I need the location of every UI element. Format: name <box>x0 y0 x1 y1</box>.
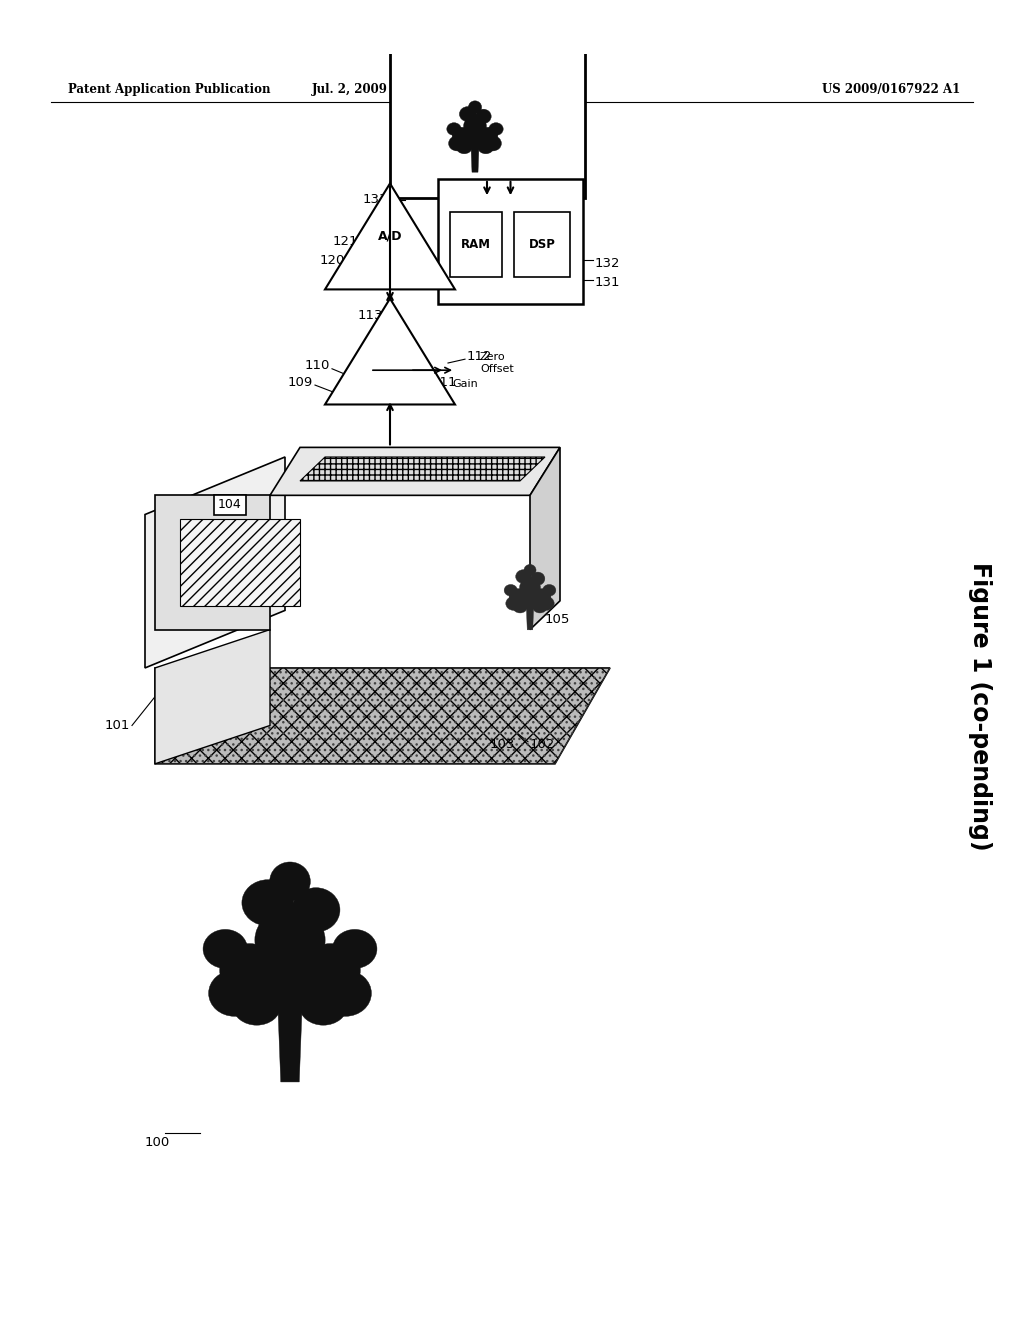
Ellipse shape <box>524 565 536 576</box>
Polygon shape <box>530 447 560 630</box>
Ellipse shape <box>449 136 465 150</box>
Ellipse shape <box>255 908 326 972</box>
Ellipse shape <box>453 127 471 145</box>
Text: 133: 133 <box>362 194 388 206</box>
Text: 131: 131 <box>595 276 621 289</box>
Polygon shape <box>325 298 455 404</box>
Polygon shape <box>155 668 610 764</box>
Ellipse shape <box>504 585 517 597</box>
Text: Gain: Gain <box>452 379 478 389</box>
Ellipse shape <box>301 944 360 997</box>
Ellipse shape <box>513 602 527 612</box>
Ellipse shape <box>242 879 294 925</box>
Text: 103: 103 <box>490 738 515 751</box>
Ellipse shape <box>457 141 472 153</box>
Text: Patent Application Publication: Patent Application Publication <box>68 83 270 96</box>
Ellipse shape <box>543 585 556 597</box>
Ellipse shape <box>520 593 540 610</box>
Ellipse shape <box>516 570 531 583</box>
Text: 130: 130 <box>407 148 432 161</box>
Text: 121: 121 <box>333 235 358 248</box>
Bar <box>450 211 502 277</box>
Ellipse shape <box>539 597 554 610</box>
Ellipse shape <box>465 131 485 149</box>
Polygon shape <box>155 495 270 630</box>
Text: 110: 110 <box>304 359 330 372</box>
Ellipse shape <box>232 986 281 1026</box>
Ellipse shape <box>475 110 492 124</box>
Text: A/D: A/D <box>378 230 402 243</box>
Bar <box>180 519 300 606</box>
Polygon shape <box>471 140 479 172</box>
Ellipse shape <box>319 970 372 1016</box>
Text: US 2009/0167922 A1: US 2009/0167922 A1 <box>821 83 961 96</box>
Ellipse shape <box>203 929 248 969</box>
Text: 104: 104 <box>218 499 242 511</box>
Text: 120: 120 <box>319 253 345 267</box>
Text: Zero: Zero <box>480 352 506 362</box>
Text: 113: 113 <box>357 309 383 322</box>
Text: 111: 111 <box>432 376 458 388</box>
Polygon shape <box>270 447 560 495</box>
Ellipse shape <box>532 602 547 612</box>
Polygon shape <box>278 985 303 1082</box>
Ellipse shape <box>478 141 494 153</box>
Ellipse shape <box>484 136 502 150</box>
Ellipse shape <box>468 100 481 114</box>
Ellipse shape <box>460 107 476 121</box>
Ellipse shape <box>534 589 551 605</box>
Text: 100: 100 <box>145 1137 170 1150</box>
Ellipse shape <box>478 127 498 145</box>
Ellipse shape <box>446 123 461 136</box>
Ellipse shape <box>464 116 486 136</box>
Ellipse shape <box>292 887 340 932</box>
Ellipse shape <box>299 986 347 1026</box>
Bar <box>438 180 583 304</box>
Polygon shape <box>300 457 545 480</box>
Text: RAM: RAM <box>461 238 490 251</box>
Ellipse shape <box>220 944 279 997</box>
Ellipse shape <box>488 123 503 136</box>
Ellipse shape <box>519 578 541 597</box>
Text: 109: 109 <box>288 376 313 388</box>
Text: Figure 1 (co-pending): Figure 1 (co-pending) <box>968 562 992 850</box>
Bar <box>390 11 585 198</box>
Polygon shape <box>145 457 285 668</box>
Text: Offset: Offset <box>480 364 514 374</box>
Ellipse shape <box>269 862 310 902</box>
Text: 102: 102 <box>530 738 555 751</box>
Polygon shape <box>155 630 270 764</box>
Text: DSP: DSP <box>528 238 555 251</box>
Text: 112: 112 <box>467 350 493 363</box>
Ellipse shape <box>209 970 260 1016</box>
Text: 132: 132 <box>595 257 621 269</box>
Ellipse shape <box>530 572 545 585</box>
Ellipse shape <box>333 929 377 969</box>
Ellipse shape <box>509 589 526 605</box>
Ellipse shape <box>506 597 521 610</box>
Bar <box>514 211 570 277</box>
Ellipse shape <box>258 956 323 1012</box>
Text: Jul. 2, 2009   Sheet 1 of 23: Jul. 2, 2009 Sheet 1 of 23 <box>312 83 488 96</box>
Text: 101: 101 <box>104 719 130 733</box>
Polygon shape <box>325 183 455 289</box>
Text: 105: 105 <box>545 614 570 627</box>
Polygon shape <box>526 601 534 630</box>
